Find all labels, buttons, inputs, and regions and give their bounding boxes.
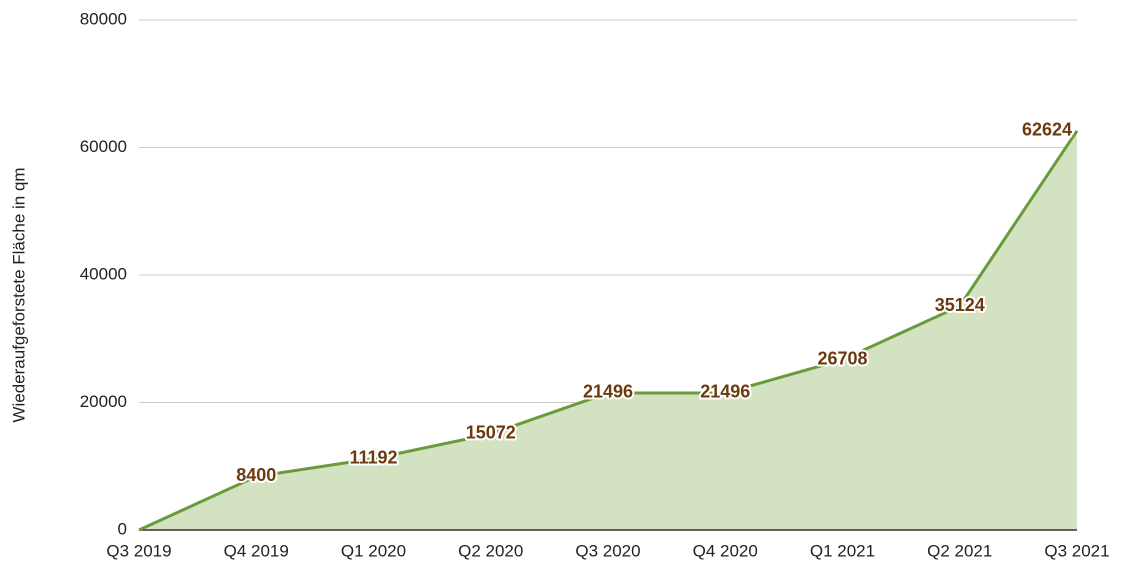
x-tick-label: Q2 2020 [458, 541, 523, 560]
y-tick-label: 40000 [80, 264, 127, 283]
data-label: 11192 [349, 447, 397, 467]
data-label: 62624 [1022, 120, 1072, 140]
data-label: 21496 [583, 382, 633, 402]
x-tick-label: Q2 2021 [927, 541, 992, 560]
area [139, 130, 1077, 530]
x-tick-label: Q3 2021 [1044, 541, 1109, 560]
y-tick-label: 0 [118, 519, 127, 538]
y-tick-label: 20000 [80, 392, 127, 411]
x-tick-label: Q3 2019 [106, 541, 171, 560]
x-tick-label: Q1 2020 [341, 541, 406, 560]
x-tick-label: Q4 2019 [224, 541, 289, 560]
line [138, 129, 1079, 532]
data-label: 15072 [466, 423, 516, 443]
data-label: 8400 [236, 465, 276, 485]
x-tick-label: Q1 2021 [810, 541, 875, 560]
y-tick-label: 60000 [80, 137, 127, 156]
x-tick-label: Q3 2020 [575, 541, 640, 560]
data-label: 26708 [817, 348, 867, 368]
y-tick-label: 80000 [80, 9, 127, 28]
data-label: 35124 [935, 295, 985, 315]
x-tick-label: Q4 2020 [693, 541, 758, 560]
y-axis-label: Wiederaufgeforstete Fläche in qm [9, 167, 28, 422]
data-label: 21496 [700, 382, 750, 402]
